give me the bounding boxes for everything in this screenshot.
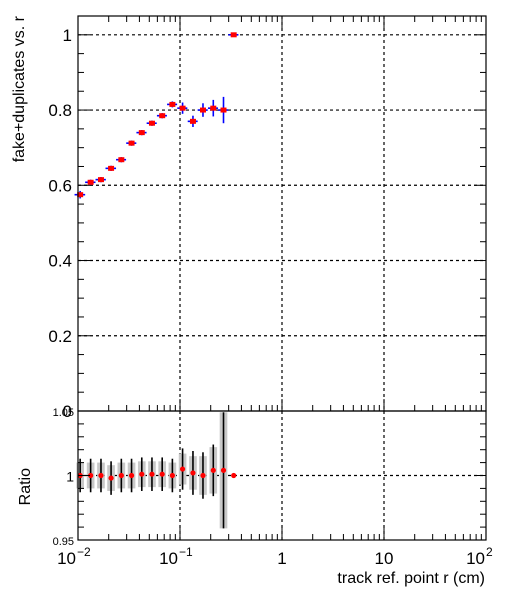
marker [199,107,206,113]
ratio-point [108,461,114,495]
ratio-marker [98,472,104,479]
data-point [167,101,178,108]
ratio-point [200,452,206,499]
data-point [218,96,229,124]
data-point [136,129,147,136]
marker [108,165,115,171]
ratio-y-tick-label: 0.95 [53,536,74,548]
data-point [126,140,137,146]
x-tick-label: 1 [277,549,286,568]
top-panel-grid [78,16,486,411]
data-point [95,177,106,183]
data-point [187,115,198,127]
marker [138,130,145,136]
axis-ticks [77,16,487,541]
y-tick-label: 0.2 [48,327,72,346]
ratio-marker [220,467,227,473]
ratio-marker [118,472,124,479]
marker [128,140,135,146]
x-tick-label: 10 [159,549,178,568]
top-y-axis-title: fake+duplicates vs. r [11,15,28,162]
ratio-point [179,448,186,490]
x-tick-label: 10 [375,549,394,568]
ratio-marker [139,471,145,477]
ratio-point [190,450,196,495]
ratio-marker [108,475,114,481]
marker [189,118,196,124]
y-tick-label: 0 [63,402,72,421]
ratio-point [98,458,104,493]
ratio-marker [128,472,135,479]
data-point [105,165,117,171]
y-tick-label: 0.4 [48,252,72,271]
ratio-panel-points [77,412,237,529]
x-axis-title: track ref. point r (cm) [337,570,485,587]
y-tick-label: 1 [63,26,72,45]
marker [97,177,104,183]
x-tick-label: 10 [466,549,485,568]
ratio-point [88,458,94,493]
x-tick-exponent: −1 [179,545,193,559]
ratio-y-tick-label: 1.05 [53,407,74,419]
x-tick-exponent: 2 [486,545,493,559]
y-tick-label: 0.8 [48,101,72,120]
ratio-marker [88,472,94,479]
ratio-point [118,458,124,493]
ratio-point [149,457,155,491]
ratio-marker [231,472,237,479]
ratio-point [169,458,175,493]
ratio-marker [169,472,175,479]
data-point [156,113,167,119]
ratio-point [210,444,216,497]
data-point [146,120,157,126]
data-point [116,157,127,163]
ratio-panel-grid [78,411,486,540]
ratio-y-axis-title: Ratio [17,468,34,505]
marker [230,32,237,38]
marker [159,113,166,119]
ratio-point [220,412,227,529]
marker [148,120,155,126]
marker [169,101,176,107]
data-point [197,103,208,117]
data-point [207,99,219,117]
ratio-marker [159,471,165,477]
ratio-marker [210,467,216,473]
top-panel-frame [77,15,487,412]
marker [87,179,94,185]
ratio-point [128,458,135,493]
ratio-marker [149,471,155,477]
marker [210,105,217,111]
ratio-point [159,457,165,491]
x-tick-label: 10 [57,549,76,568]
ratio-point [231,472,237,479]
data-point [228,32,239,38]
marker [118,157,125,163]
x-tick-exponent: −2 [77,545,91,559]
top-panel-points [74,32,239,199]
ratio-marker [200,472,206,479]
ratio-marker [190,470,196,476]
marker [220,107,227,113]
ratio-point [139,457,145,491]
data-point [74,190,86,199]
ratio-marker [179,466,186,472]
marker [77,192,84,198]
marker [179,105,186,111]
ratio-y-tick-label: 1 [66,469,74,485]
y-tick-label: 0.6 [48,176,72,195]
data-point [85,179,96,185]
data-point [177,102,188,114]
